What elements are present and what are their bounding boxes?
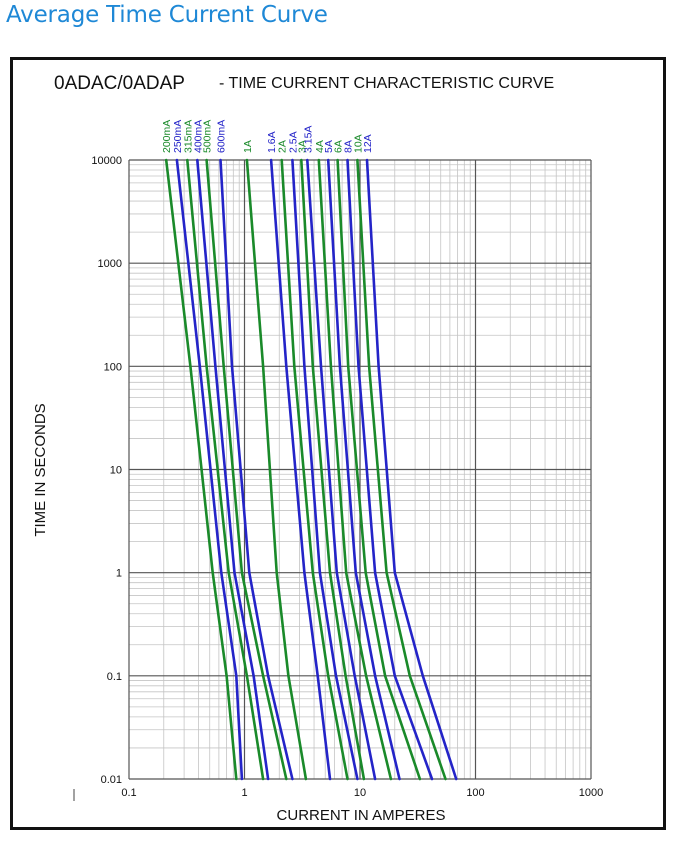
curve-400mA <box>196 158 270 781</box>
series-label-3.15A: 3.15A <box>302 126 314 153</box>
series-label-2A: 2A <box>277 140 289 153</box>
curve-500mA <box>205 158 288 781</box>
series-label-400mA: 400mA <box>192 120 204 153</box>
x-axis-label: CURRENT IN AMPERES <box>277 807 446 824</box>
series-label-4A: 4A <box>314 140 326 153</box>
series-label-12A: 12A <box>362 134 374 153</box>
y-tick-label: 1000 <box>98 258 122 270</box>
y-tick-label: 10000 <box>91 155 122 167</box>
curve-3.15A <box>305 158 377 781</box>
x-tick-label: 1000 <box>579 787 603 799</box>
series-label-3A: 3A <box>296 140 308 153</box>
y-tick-label: 100 <box>104 361 122 373</box>
curve-600mA <box>219 158 294 781</box>
series-label-1A: 1A <box>242 140 254 153</box>
curve-315mA <box>186 158 265 781</box>
x-tick-label: 100 <box>466 787 484 799</box>
chart-title-part1: 0ADAC/0ADAP <box>54 73 185 94</box>
series-label-250mA: 250mA <box>172 120 184 153</box>
series-label-2.5A: 2.5A <box>287 131 299 153</box>
curve-12A <box>365 158 458 781</box>
y-tick-label: 0.1 <box>107 671 122 683</box>
curve-200mA <box>164 158 238 781</box>
x-tick-label: 10 <box>354 787 366 799</box>
series-label-500mA: 500mA <box>202 120 214 153</box>
curve-250mA <box>175 158 244 781</box>
curve-4A <box>317 158 393 781</box>
curve-6A <box>336 158 422 781</box>
y-tick-label: 0.01 <box>101 774 122 786</box>
x-tick-label: 0.1 <box>121 787 136 799</box>
series-label-6A: 6A <box>333 140 345 153</box>
series-label-5A: 5A <box>323 140 335 153</box>
y-tick-labels: 10000 1000 100 10 1 0.1 0.01 <box>91 155 122 786</box>
series-label-600mA: 600mA <box>216 120 228 153</box>
curve-2.5A <box>291 158 359 781</box>
y-axis-label: TIME IN SECONDS <box>32 403 49 536</box>
curve-1.6A <box>269 158 332 781</box>
page-heading: Average Time Current Curve <box>6 2 328 28</box>
y-tick-label: 10 <box>110 465 122 477</box>
curve-10A <box>356 158 447 781</box>
curve-8A <box>346 158 434 781</box>
series-label-1.6A: 1.6A <box>266 131 278 153</box>
curve-1A <box>245 158 308 781</box>
curve-5A <box>326 158 401 781</box>
y-tick-label: 1 <box>116 568 122 580</box>
chart-title-part2: - TIME CURRENT CHARACTERISTIC CURVE <box>219 75 554 92</box>
series-label-10A: 10A <box>352 134 364 153</box>
curves <box>164 158 458 781</box>
x-tick-label: 1 <box>241 787 247 799</box>
curve-3A <box>299 158 366 781</box>
curve-2A <box>280 158 349 781</box>
major-gridlines <box>128 159 592 780</box>
x-tick-labels: 0.1 1 10 100 1000 <box>121 787 603 799</box>
series-label-315mA: 315mA <box>182 120 194 153</box>
series-label-200mA: 200mA <box>161 120 173 153</box>
series-label-8A: 8A <box>343 140 355 153</box>
